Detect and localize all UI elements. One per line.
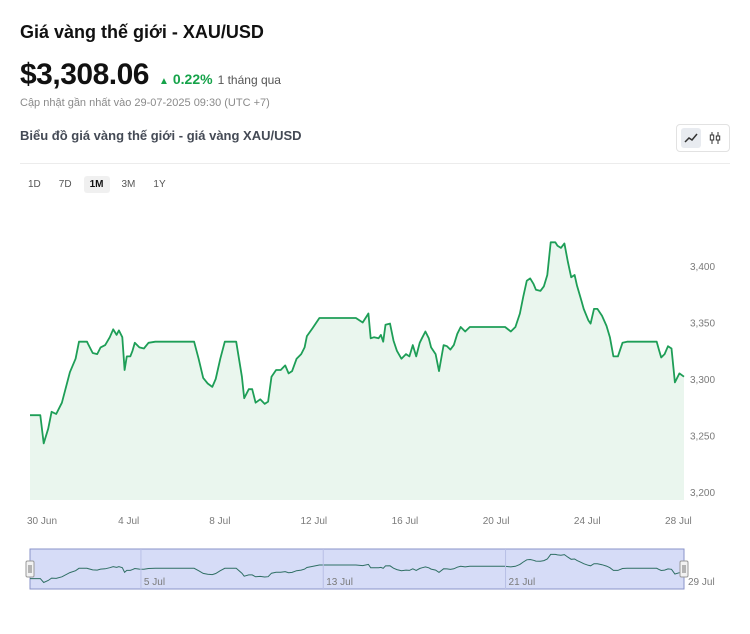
range-1d[interactable]: 1D	[28, 179, 41, 190]
price-line	[30, 241, 685, 445]
page-title: Giá vàng thế giới - XAU/USD	[20, 22, 264, 42]
navigator-tick-label: 21 Jul	[509, 577, 536, 588]
range-1m[interactable]: 1M	[83, 176, 110, 193]
candlestick-icon	[709, 132, 721, 144]
x-tick-label: 30 Jun	[27, 516, 57, 527]
y-tick-label: 3,350	[690, 319, 715, 330]
navigator-tick-label: 5 Jul	[144, 577, 165, 588]
x-tick-label: 16 Jul	[392, 516, 419, 527]
x-tick-label: 24 Jul	[574, 516, 601, 527]
last-updated: Cập nhật gần nhất vào 29-07-2025 09:30 (…	[20, 97, 270, 109]
time-range-selector: 1D 7D 1M 3M 1Y	[22, 176, 172, 193]
range-3m[interactable]: 3M	[121, 179, 136, 190]
change-period: 1 tháng qua	[217, 73, 281, 87]
range-7d[interactable]: 7D	[58, 179, 72, 190]
navigator-right-handle[interactable]	[679, 560, 689, 578]
navigator-line	[30, 553, 685, 584]
price-area	[30, 242, 684, 501]
x-tick-label: 20 Jul	[483, 516, 510, 527]
y-tick-label: 3,400	[690, 262, 715, 273]
x-tick-label: 12 Jul	[300, 516, 327, 527]
navigator-selection[interactable]	[29, 548, 685, 590]
chart-type-toggle	[676, 124, 730, 152]
up-arrow-icon: ▲	[158, 76, 169, 87]
price-summary: $3,308.06 ▲ 0.22% 1 tháng qua	[20, 58, 281, 92]
current-price: $3,308.06	[20, 58, 149, 91]
navigator-tick-label: 29 Jul	[688, 577, 715, 588]
y-tick-label: 3,250	[690, 432, 715, 443]
line-chart-button[interactable]	[681, 128, 701, 148]
range-1y[interactable]: 1Y	[153, 179, 166, 190]
line-chart-icon	[684, 133, 698, 143]
candlestick-button[interactable]	[705, 128, 725, 148]
y-tick-label: 3,300	[690, 375, 715, 386]
divider	[20, 163, 730, 164]
x-tick-label: 8 Jul	[209, 516, 230, 527]
navigator-left-handle[interactable]	[25, 560, 35, 578]
navigator-tick-label: 13 Jul	[326, 577, 353, 588]
x-tick-label: 28 Jul	[665, 516, 692, 527]
y-tick-label: 3,200	[690, 488, 715, 499]
price-change: 0.22%	[172, 71, 213, 87]
chart-subtitle: Biểu đồ giá vàng thế giới - giá vàng XAU…	[20, 128, 302, 143]
x-tick-label: 4 Jul	[118, 516, 139, 527]
